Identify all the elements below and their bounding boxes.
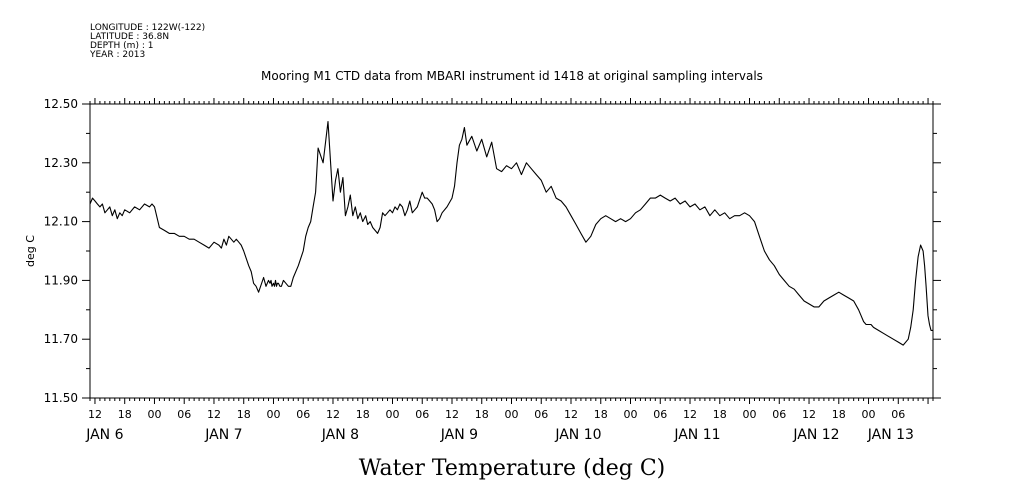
x-hour-tick-label: 18: [713, 408, 727, 421]
x-hour-tick-label: 00: [505, 408, 519, 421]
x-hour-tick-label: 18: [118, 408, 132, 421]
y-axis-label: deg C: [24, 235, 37, 267]
x-hour-tick-label: 18: [832, 408, 846, 421]
x-hour-tick-label: 12: [564, 408, 578, 421]
x-hour-tick-label: 06: [772, 408, 786, 421]
x-day-label: JAN 10: [554, 427, 601, 443]
x-day-label: JAN 11: [673, 427, 720, 443]
x-hour-tick-label: 18: [594, 408, 608, 421]
x-hour-tick-label: 18: [475, 408, 489, 421]
x-hour-tick-label: 06: [653, 408, 667, 421]
latitude-text: LATITUDE : 36.8N: [90, 32, 169, 42]
x-hour-tick-label: 06: [177, 408, 191, 421]
x-hour-tick-label: 00: [862, 408, 876, 421]
y-axis: 11.50 11.70 11.90 12.10 12.30 12.50: [44, 97, 941, 405]
x-day-label: JAN 12: [792, 427, 839, 443]
y-tick-label: 11.70: [44, 332, 78, 346]
x-hour-tick-label: 00: [385, 408, 399, 421]
depth-text: DEPTH (m) : 1: [90, 41, 153, 51]
y-tick-label: 11.50: [44, 391, 78, 405]
x-hour-tick-label: 06: [415, 408, 429, 421]
y-tick-label: 11.90: [44, 273, 78, 287]
x-hour-tick-label: 00: [624, 408, 638, 421]
x-hour-tick-label: 12: [683, 408, 697, 421]
x-hour-tick-label: 06: [891, 408, 905, 421]
x-hour-tick-label: 00: [266, 408, 280, 421]
metadata-block: LONGITUDE : 122W(-122) LATITUDE : 36.8N …: [89, 23, 205, 60]
plot-frame: [89, 103, 934, 399]
x-hour-tick-label: 06: [296, 408, 310, 421]
x-hour-tick-label: 06: [534, 408, 548, 421]
chart-title: Mooring M1 CTD data from MBARI instrumen…: [261, 69, 763, 83]
footer-title: Water Temperature (deg C): [359, 456, 666, 481]
series-line-water-temperature: [89, 121, 933, 346]
longitude-text: LONGITUDE : 122W(-122): [90, 23, 205, 33]
x-hour-tick-label: 18: [237, 408, 251, 421]
y-tick-label: 12.30: [44, 156, 78, 170]
x-hour-tick-label: 12: [445, 408, 459, 421]
x-hour-tick-label: 12: [802, 408, 816, 421]
x-axis: 12 18 00 06 12 18 00 06 12 18 00 06 12 18 00 06 12 18 00 06…: [85, 98, 934, 443]
x-day-label: JAN 6: [85, 427, 123, 443]
year-text: YEAR : 2013: [89, 50, 145, 60]
x-hour-tick-label: 00: [147, 408, 161, 421]
x-hour-tick-label: 18: [356, 408, 370, 421]
x-day-label: JAN 7: [204, 427, 242, 443]
x-day-label: JAN 9: [440, 427, 478, 443]
series-layer: [89, 121, 933, 346]
x-day-label: JAN 8: [321, 427, 359, 443]
y-tick-label: 12.50: [44, 97, 78, 111]
x-hour-tick-label: 12: [207, 408, 221, 421]
x-hour-tick-label: 12: [326, 408, 340, 421]
x-day-label: JAN 13: [867, 427, 914, 443]
x-hour-tick-label: 00: [743, 408, 757, 421]
x-hour-tick-label: 12: [88, 408, 102, 421]
y-tick-label: 12.10: [44, 215, 78, 229]
